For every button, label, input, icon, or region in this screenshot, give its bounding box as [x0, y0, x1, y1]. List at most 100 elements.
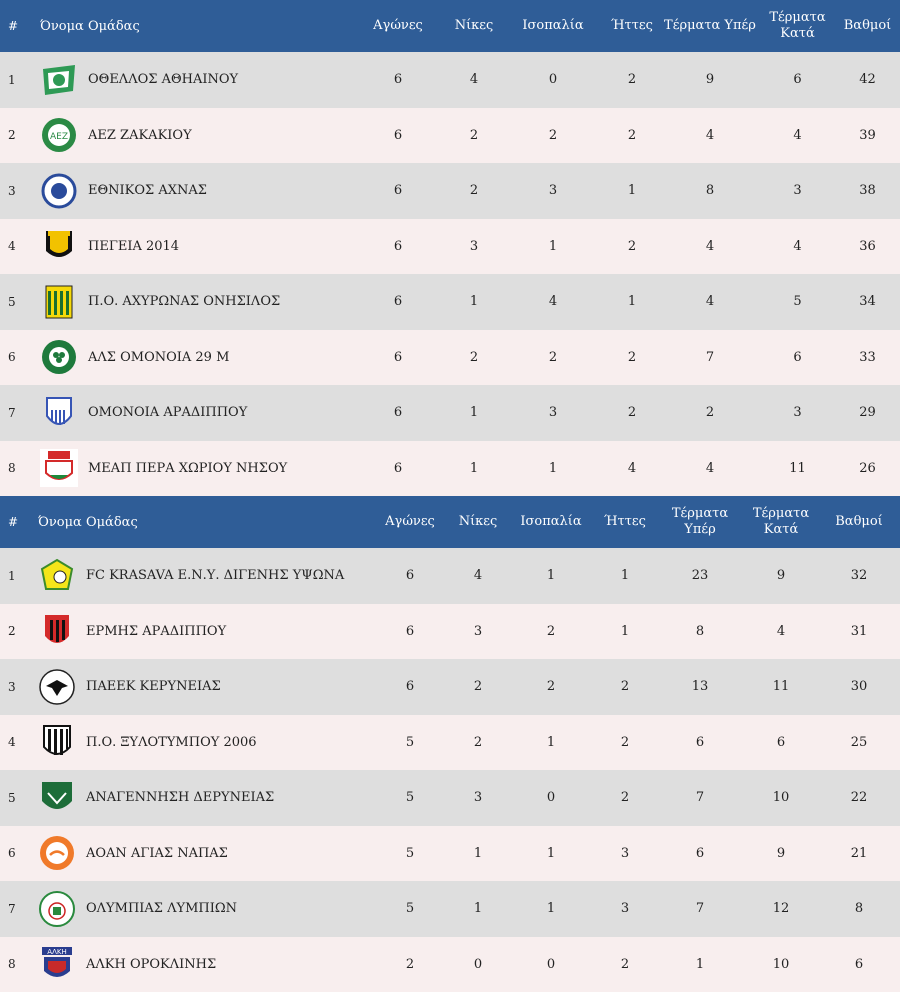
team-name[interactable]: ΕΘΝΙΚΟΣ ΑΧΝΑΣ: [88, 183, 207, 198]
ga-cell: 10: [744, 957, 818, 972]
gf-cell: 7: [660, 350, 760, 365]
losses-cell: 1: [594, 624, 656, 639]
points-cell: 32: [818, 568, 900, 583]
team-cell: ΠΕΓΕΙΑ 2014: [24, 227, 350, 265]
draws-cell: 2: [502, 350, 604, 365]
ga-cell: 10: [744, 790, 818, 805]
draws-cell: 2: [508, 679, 594, 694]
rank-cell: 4: [0, 735, 24, 749]
team-name[interactable]: ΟΜΟΝΟΙΑ ΑΡΑΔΙΠΠΟΥ: [88, 405, 247, 420]
alki-crest-icon: ΑΛΚΗ: [38, 945, 76, 983]
played-cell: 5: [372, 901, 448, 916]
gf-cell: 8: [660, 183, 760, 198]
meap-crest-icon: [40, 449, 78, 487]
team-cell: ΕΘΝΙΚΟΣ ΑΧΝΑΣ: [24, 172, 350, 210]
team-name[interactable]: Π.Ο. ΑΧΥΡΩΝΑΣ ΟΝΗΣΙΛΟΣ: [88, 294, 280, 309]
points-cell: 39: [835, 128, 900, 143]
points-cell: 31: [818, 624, 900, 639]
team-name[interactable]: ΑΟΑΝ ΑΓΙΑΣ ΝΑΠΑΣ: [86, 846, 228, 861]
played-cell: 6: [372, 679, 448, 694]
header-goals-against: Τέρματα Κατά: [744, 506, 818, 538]
standings-table-2: # Όνομα Ομάδας Αγώνες Νίκες Ισοπαλία Ήττ…: [0, 496, 900, 992]
rank-cell: 2: [0, 624, 24, 638]
losses-cell: 2: [594, 790, 656, 805]
points-cell: 30: [818, 679, 900, 694]
team-name[interactable]: ΠΑΕΕΚ ΚΕΡΥΝΕΙΑΣ: [86, 679, 221, 694]
svg-text:AEZ: AEZ: [50, 132, 68, 142]
team-name[interactable]: ΜΕΑΠ ΠΕΡΑ ΧΩΡΙΟΥ ΝΗΣΟΥ: [88, 461, 287, 476]
gf-cell: 8: [656, 624, 744, 639]
svg-text:ΑΛΚΗ: ΑΛΚΗ: [47, 948, 66, 956]
team-name[interactable]: ΑΕΖ ΖΑΚΑΚΙΟΥ: [88, 128, 192, 143]
team-name[interactable]: ΟΛΥΜΠΙΑΣ ΛΥΜΠΙΩΝ: [86, 901, 237, 916]
losses-cell: 2: [604, 72, 660, 87]
losses-cell: 2: [594, 957, 656, 972]
played-cell: 6: [372, 624, 448, 639]
header-losses: Ήττες: [604, 18, 660, 34]
header-wins: Νίκες: [446, 18, 502, 34]
team-name[interactable]: ΠΕΓΕΙΑ 2014: [88, 239, 179, 254]
points-cell: 21: [818, 846, 900, 861]
draws-cell: 4: [502, 294, 604, 309]
team-name[interactable]: ΑΛΣ ΟΜΟΝΟΙΑ 29 Μ: [88, 350, 229, 365]
team-cell: ΕΡΜΗΣ ΑΡΑΔΙΠΠΟΥ: [24, 612, 372, 650]
wins-cell: 3: [446, 239, 502, 254]
gf-cell: 13: [656, 679, 744, 694]
header-played: Αγώνες: [372, 514, 448, 530]
rank-cell: 8: [0, 957, 24, 971]
ga-cell: 4: [760, 128, 835, 143]
wins-cell: 4: [446, 72, 502, 87]
header-team: Όνομα Ομάδας: [24, 19, 350, 34]
draws-cell: 3: [502, 183, 604, 198]
ga-cell: 3: [760, 183, 835, 198]
team-name[interactable]: ΕΡΜΗΣ ΑΡΑΔΙΠΠΟΥ: [86, 624, 226, 639]
played-cell: 5: [372, 846, 448, 861]
points-cell: 33: [835, 350, 900, 365]
points-cell: 6: [818, 957, 900, 972]
team-cell: ΟΛΥΜΠΙΑΣ ΛΥΜΠΙΩΝ: [24, 890, 372, 928]
rank-cell: 6: [0, 846, 24, 860]
gf-cell: 1: [656, 957, 744, 972]
rank-cell: 7: [0, 406, 24, 420]
header-rank: #: [0, 19, 24, 33]
header-rank: #: [0, 515, 24, 529]
played-cell: 6: [350, 350, 446, 365]
rank-cell: 5: [0, 295, 24, 309]
rank-cell: 6: [0, 350, 24, 364]
wins-cell: 2: [446, 183, 502, 198]
team-name[interactable]: ΑΛΚΗ ΟΡΟΚΛΙΝΗΣ: [86, 957, 216, 972]
paeek-crest-icon: [38, 668, 76, 706]
rank-cell: 3: [0, 680, 24, 694]
omonoia-aradippou-crest-icon: [40, 394, 78, 432]
losses-cell: 2: [604, 239, 660, 254]
draws-cell: 0: [502, 72, 604, 87]
ga-cell: 4: [760, 239, 835, 254]
ga-cell: 4: [744, 624, 818, 639]
table-header: # Όνομα Ομάδας Αγώνες Νίκες Ισοπαλία Ήττ…: [0, 496, 900, 548]
losses-cell: 2: [594, 735, 656, 750]
ga-cell: 9: [744, 568, 818, 583]
draws-cell: 1: [502, 461, 604, 476]
team-name[interactable]: Π.Ο. ΞΥΛΟΤΥΜΠΟΥ 2006: [86, 735, 257, 750]
team-name[interactable]: ΑΝΑΓΕΝΝΗΣΗ ΔΕΡΥΝΕΙΑΣ: [86, 790, 274, 805]
standings-table-1: # Όνομα Ομάδας Αγώνες Νίκες Ισοπαλία Ήττ…: [0, 0, 900, 496]
team-name[interactable]: ΟΘΕΛΛΟΣ ΑΘΗΑΙΝΟΥ: [88, 72, 238, 87]
team-name[interactable]: FC KRASAVA Ε.Ν.Υ. ΔΙΓΕΝΗΣ ΥΨΩΝΑ: [86, 568, 344, 583]
losses-cell: 1: [594, 568, 656, 583]
